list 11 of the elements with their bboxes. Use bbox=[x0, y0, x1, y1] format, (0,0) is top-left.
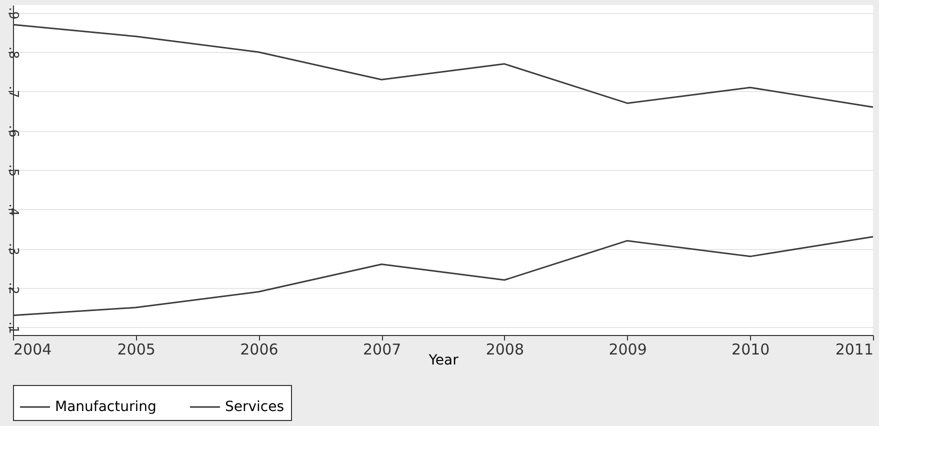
legend-label: Services bbox=[225, 399, 284, 415]
x-tick-label: 2010 bbox=[732, 340, 770, 358]
legend-label: Manufacturing bbox=[55, 399, 156, 415]
x-tick-label: 2006 bbox=[240, 340, 278, 358]
x-tick-label: 2008 bbox=[486, 340, 524, 358]
x-axis-title: Year bbox=[428, 352, 459, 368]
x-tick-label: 2005 bbox=[117, 340, 156, 358]
x-tick-label: 2009 bbox=[608, 340, 647, 358]
x-tick-label: 2004 bbox=[14, 340, 52, 358]
x-tick-label: 2007 bbox=[362, 340, 402, 358]
x-tick-label: 2011 bbox=[835, 340, 874, 358]
